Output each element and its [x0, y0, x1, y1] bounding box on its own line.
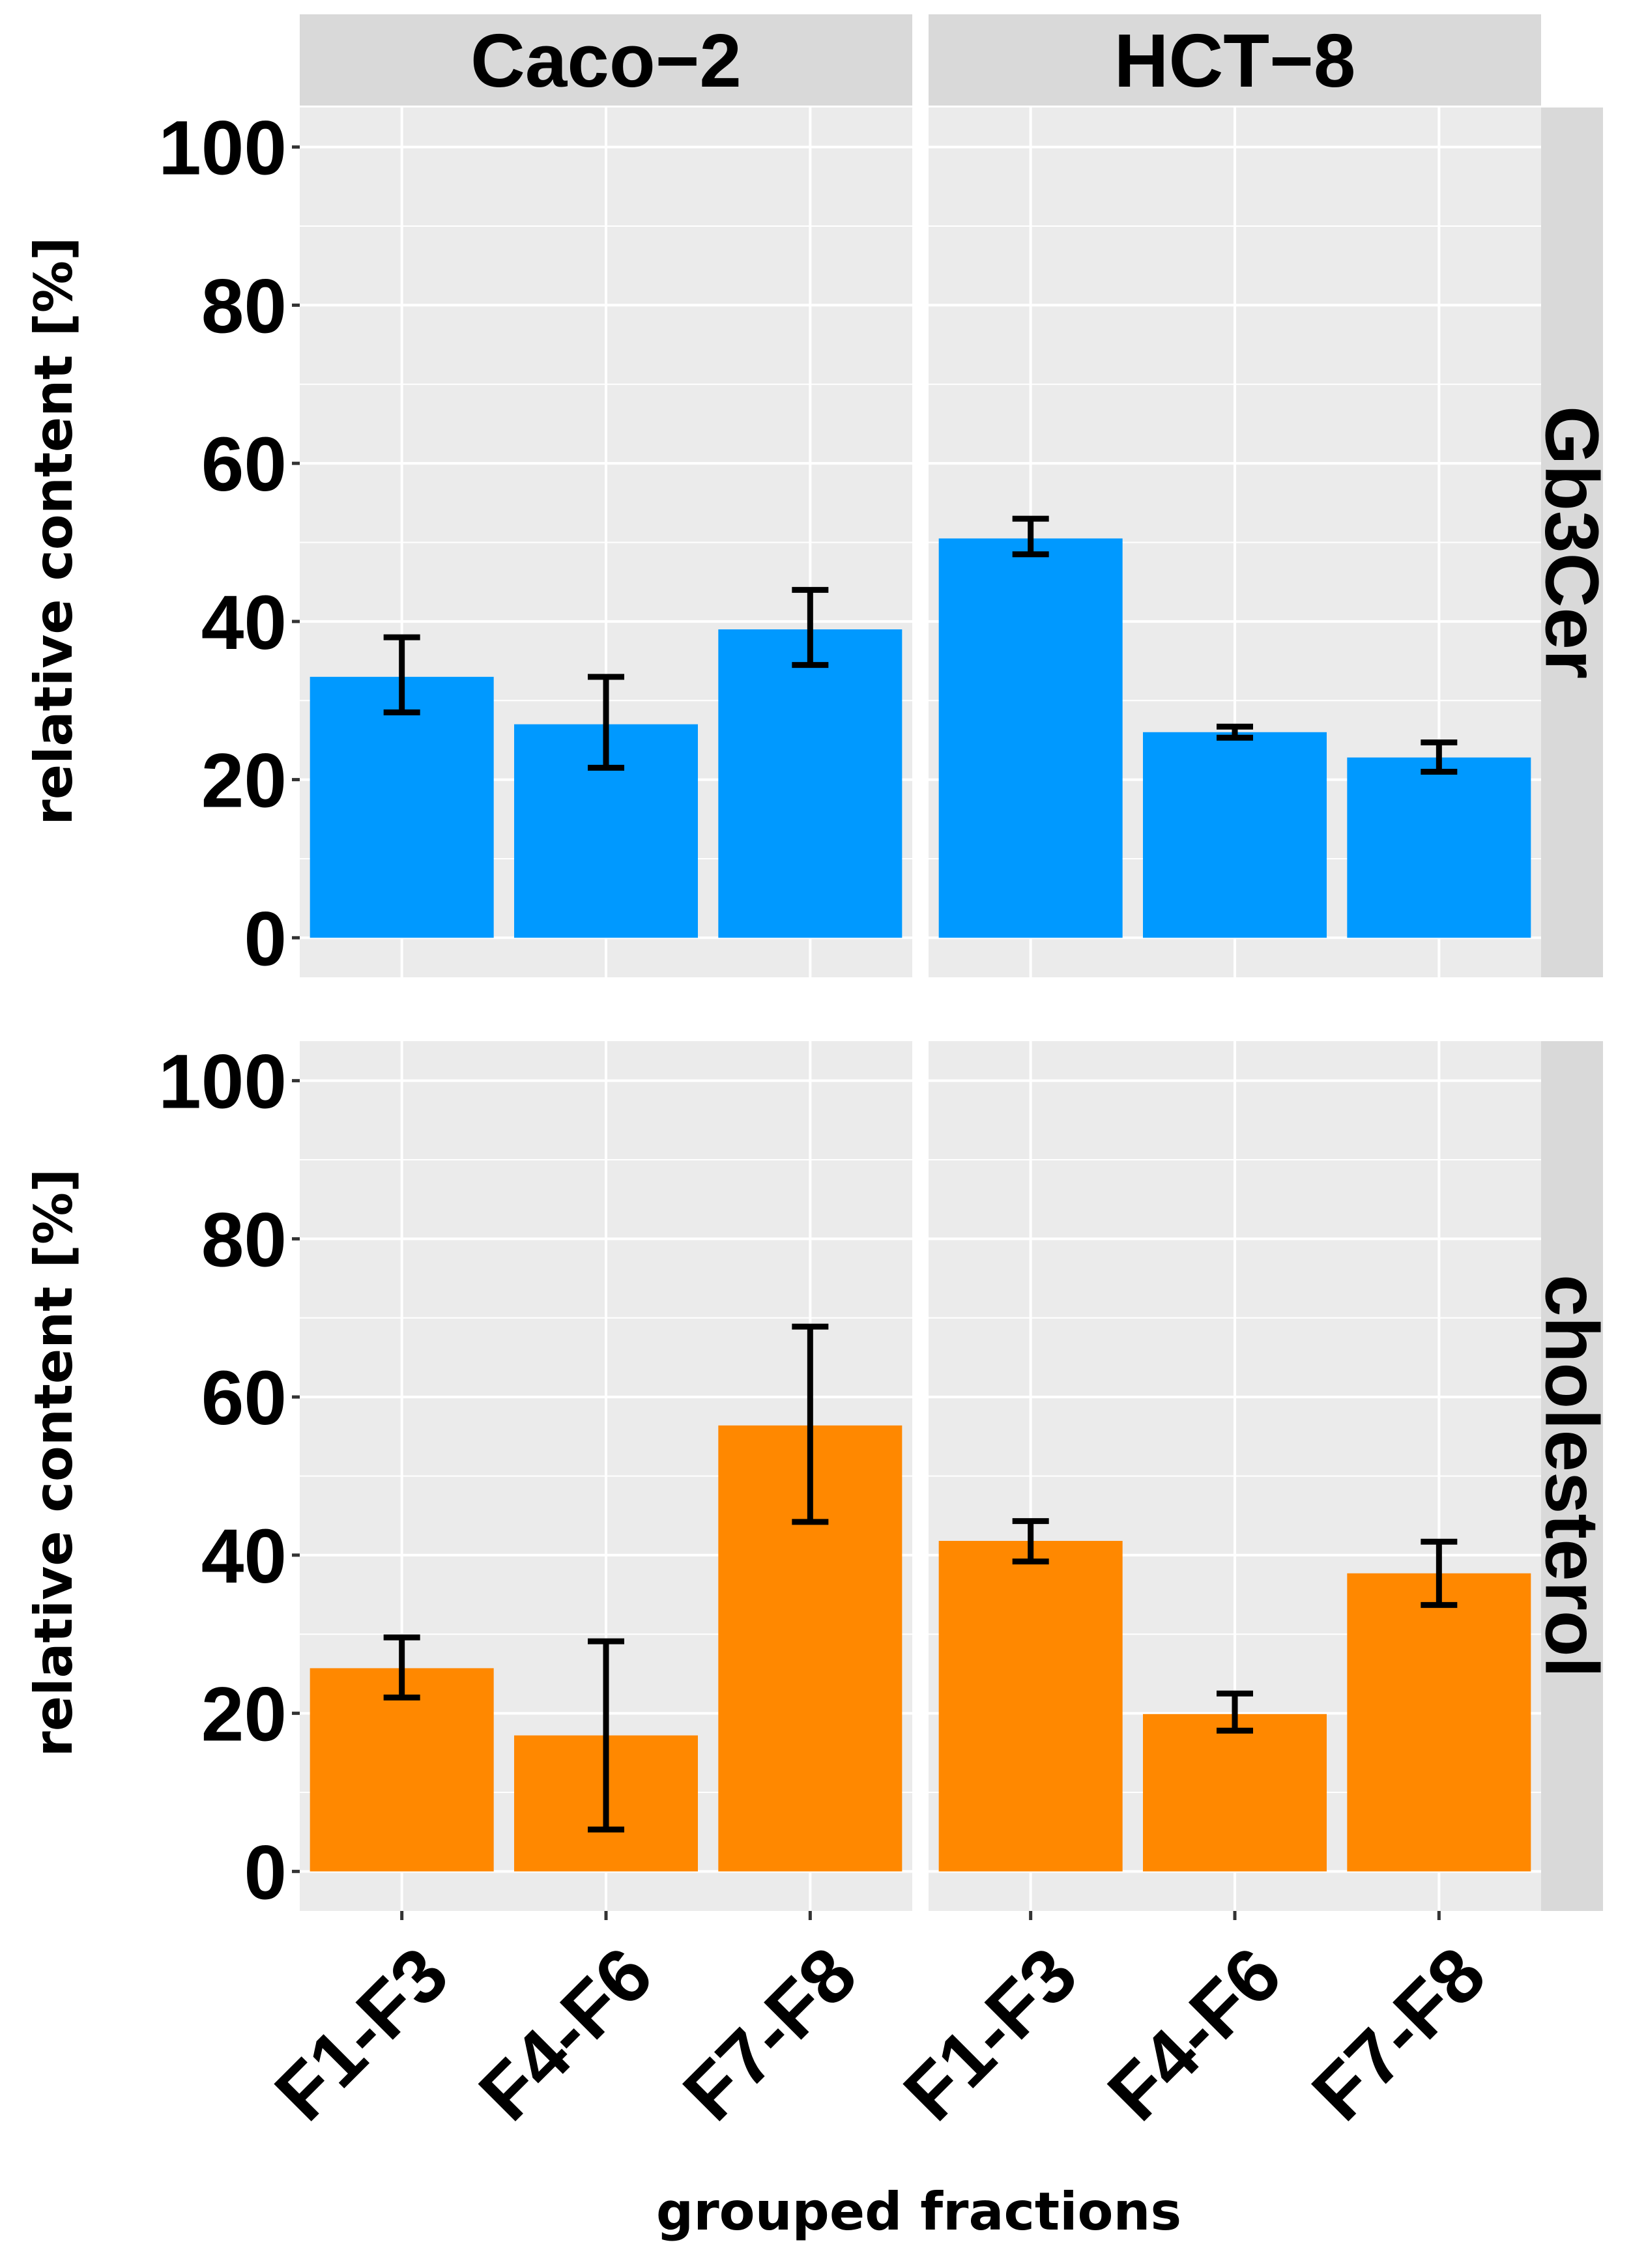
bar-Gb3Cer-HCT−8-F1-F3	[938, 538, 1123, 938]
bar-cholesterol-HCT−8-F4-F6	[1143, 1714, 1327, 1872]
x-tick-label-F4-F6: F4-F6	[1091, 1931, 1297, 2137]
bar-Gb3Cer-HCT−8-F7-F8	[1347, 757, 1531, 938]
x-tick-label-F7-F8: F7-F8	[667, 1931, 873, 2137]
y-axis-title-top: relative content [%]	[23, 237, 84, 825]
y-tick-label: 20	[201, 738, 287, 824]
row-strip-cholesterol	[1541, 1041, 1603, 1911]
y-tick-label: 0	[244, 896, 287, 982]
y-tick-label: 100	[158, 1039, 287, 1125]
x-axis-title: grouped fractions	[656, 2181, 1181, 2242]
y-tick-label: 100	[158, 106, 287, 192]
column-strip-label-2: HCT−8	[1114, 18, 1356, 103]
column-strip-2	[929, 14, 1541, 106]
y-tick-label: 40	[201, 1514, 287, 1600]
y-tick-label: 80	[201, 1197, 287, 1283]
bar-cholesterol-HCT−8-F7-F8	[1347, 1573, 1531, 1872]
x-tick-label-F4-F6: F4-F6	[463, 1931, 669, 2137]
y-tick-label: 40	[201, 580, 287, 666]
y-tick-label: 80	[201, 263, 287, 349]
x-tick-label-F1-F3: F1-F3	[888, 1931, 1093, 2137]
bar-Gb3Cer-Caco−2-F7-F8	[718, 629, 902, 938]
x-tick-label-F1-F3: F1-F3	[259, 1931, 465, 2137]
column-strip-label-1: Caco−2	[470, 18, 742, 103]
y-tick-label: 20	[201, 1672, 287, 1758]
y-axis-title-bottom: relative content [%]	[23, 1168, 84, 1757]
y-tick-label: 0	[244, 1830, 287, 1916]
y-tick-label: 60	[201, 422, 287, 508]
bar-cholesterol-Caco−2-F1-F3	[310, 1668, 494, 1872]
bar-Gb3Cer-HCT−8-F4-F6	[1143, 732, 1327, 938]
row-strip-label-cholesterol: cholesterol	[1530, 1274, 1615, 1678]
x-tick-label-F7-F8: F7-F8	[1296, 1931, 1502, 2137]
bar-cholesterol-HCT−8-F1-F3	[938, 1541, 1123, 1872]
bar-Gb3Cer-Caco−2-F1-F3	[310, 676, 494, 938]
y-tick-label: 60	[201, 1355, 287, 1441]
row-strip-Gb3Cer	[1541, 108, 1603, 977]
column-strip-1	[300, 14, 912, 106]
row-strip-label-Gb3Cer: Gb3Cer	[1530, 406, 1615, 679]
